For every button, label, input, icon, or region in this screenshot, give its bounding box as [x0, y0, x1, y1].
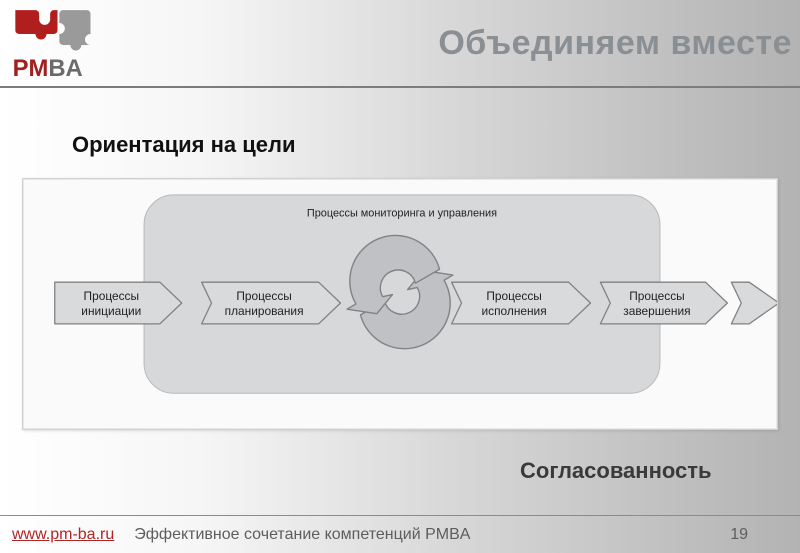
logo-text-grey: BA	[48, 55, 82, 82]
footer-link[interactable]: www.pm-ba.ru	[12, 526, 114, 544]
subtitle: Ориентация на цели	[72, 132, 296, 158]
slide-footer: www.pm-ba.ru Эффективное сочетание компе…	[0, 515, 800, 553]
svg-text:инициации: инициации	[81, 304, 141, 318]
svg-text:PMBA: PMBA	[13, 55, 83, 82]
svg-text:Процессы: Процессы	[236, 289, 292, 303]
footer-text: Эффективное сочетание компетенций PMBA	[134, 526, 730, 544]
end-title: Согласованность	[520, 458, 712, 484]
logo-text-red: PM	[13, 55, 49, 82]
page-number: 19	[730, 526, 748, 544]
logo: PMBA	[8, 6, 118, 84]
svg-text:завершения: завершения	[623, 304, 690, 318]
slide-title: Объединяем вместе	[438, 24, 792, 63]
svg-text:Процессы мониторинга и управле: Процессы мониторинга и управления	[307, 208, 497, 220]
diagram-panel: Процессы мониторинга и управления Процесс…	[22, 178, 778, 430]
svg-text:Процессы: Процессы	[629, 289, 685, 303]
svg-text:Процессы: Процессы	[486, 289, 542, 303]
svg-text:Процессы: Процессы	[84, 289, 140, 303]
svg-text:планирования: планирования	[225, 304, 304, 318]
process-diagram: Процессы мониторинга и управления Процесс…	[23, 179, 777, 429]
svg-text:исполнения: исполнения	[482, 304, 547, 318]
logo-svg: PMBA	[8, 6, 118, 84]
slide-header: PMBA Объединяем вместе	[0, 0, 800, 88]
